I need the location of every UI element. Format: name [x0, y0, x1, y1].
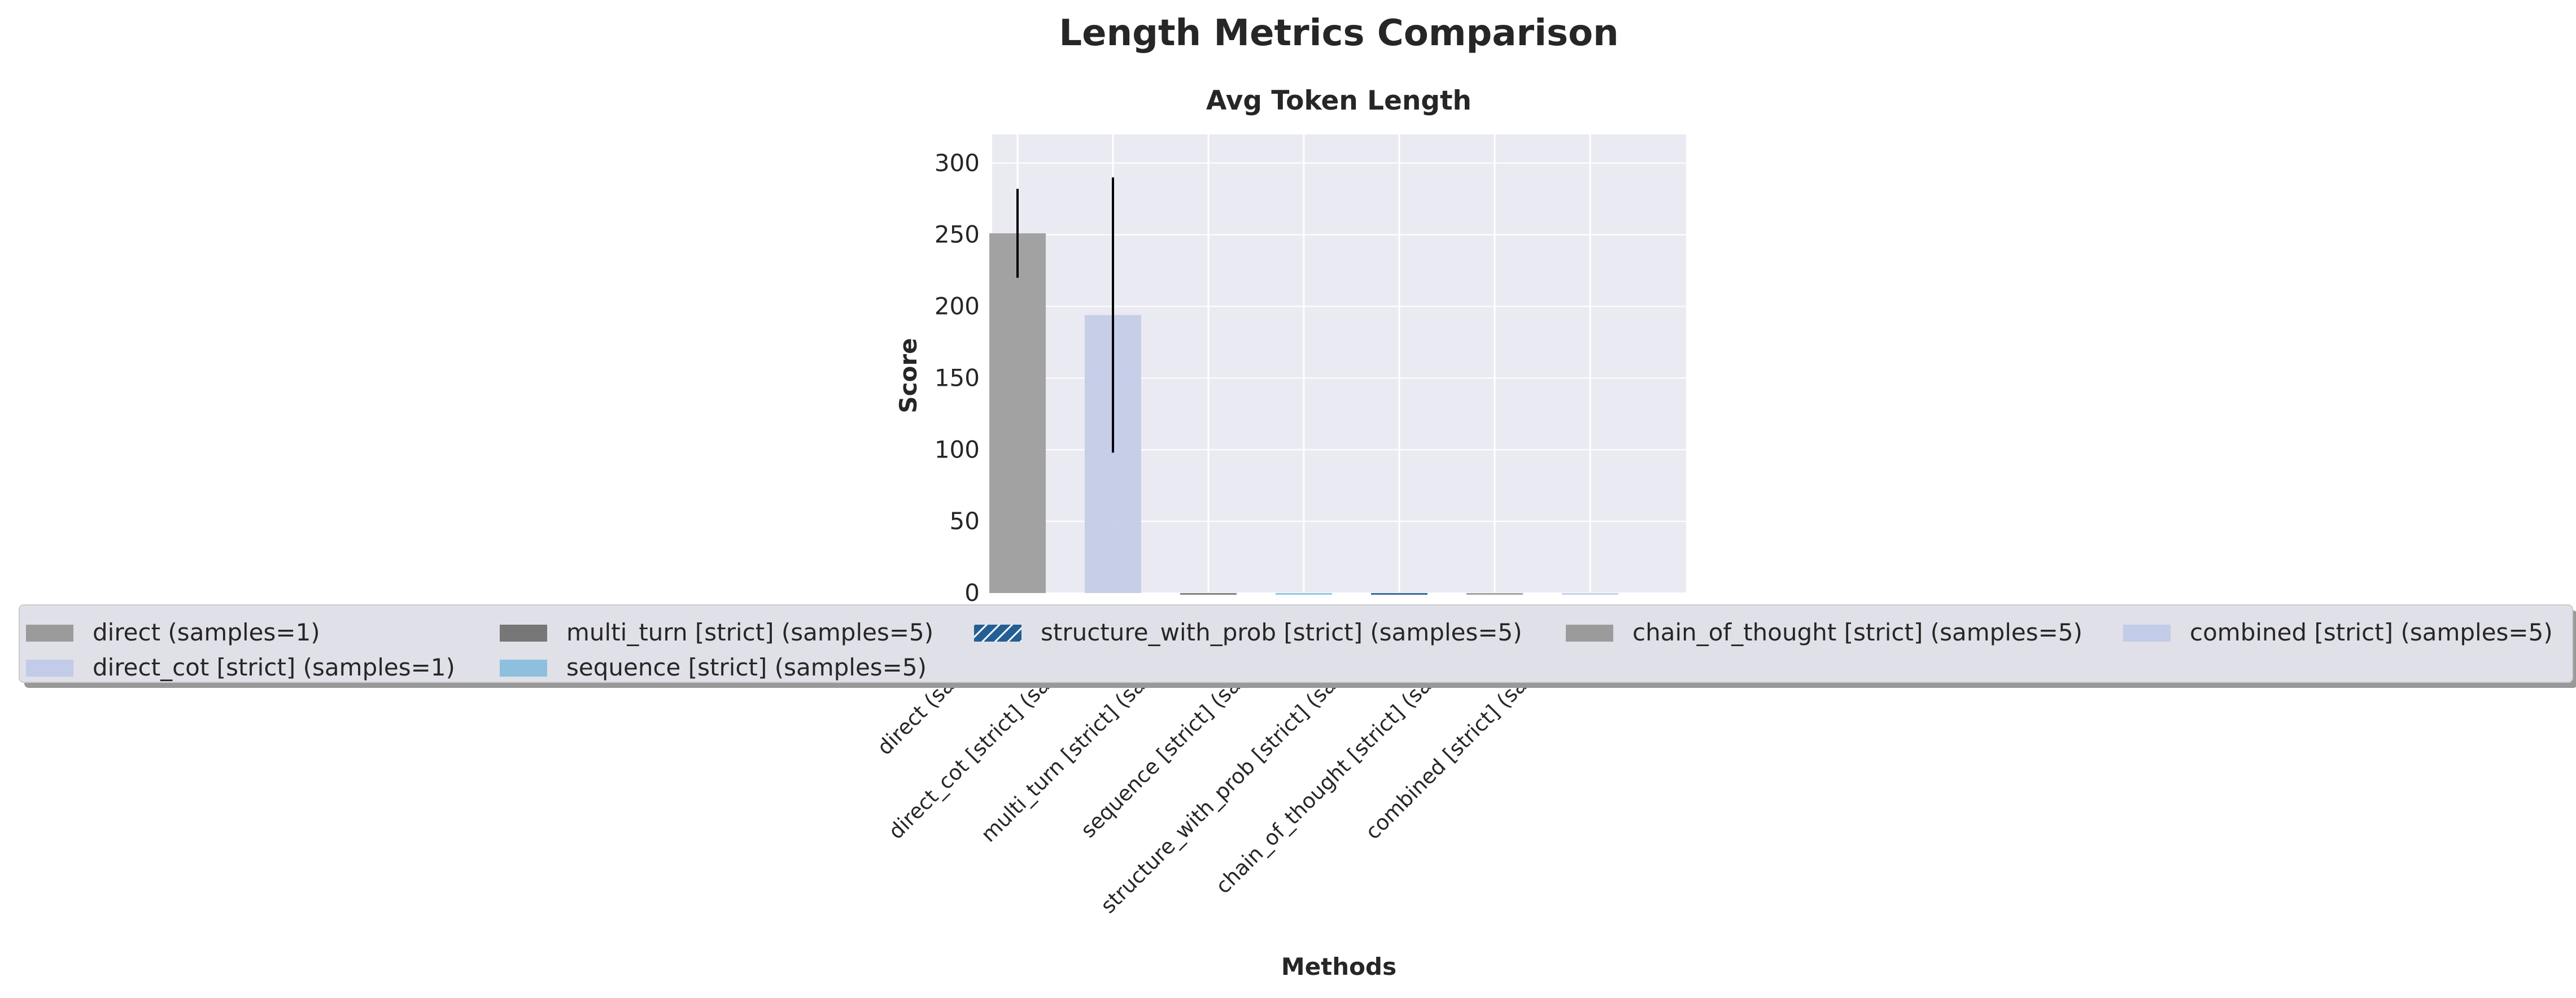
bar: [1371, 593, 1427, 595]
legend-swatch: [500, 625, 547, 642]
legend-frame: [19, 604, 2573, 683]
legend-label: multi_turn [strict] (samples=5): [566, 618, 933, 646]
legend: direct (samples=1) direct_cot [strict] (s…: [19, 604, 2576, 688]
y-tick-label: 250: [935, 221, 980, 249]
bar: [1180, 593, 1237, 595]
y-axis-label: Score: [894, 338, 922, 413]
y-tick-label: 200: [935, 293, 980, 320]
legend-swatch: [974, 625, 1021, 642]
bar: [989, 233, 1046, 593]
legend-label: chain_of_thought [strict] (samples=5): [1632, 618, 2082, 646]
legend-label: direct (samples=1): [93, 618, 320, 646]
y-tick-label: 50: [950, 507, 980, 535]
bar: [1276, 593, 1332, 595]
legend-swatch: [26, 660, 73, 677]
legend-label: structure_with_prob [strict] (samples=5): [1041, 618, 1522, 646]
y-tick-label: 0: [964, 579, 980, 607]
legend-swatch: [1566, 625, 1613, 642]
y-tick-labels: 0 50 100 150 200 250 300: [935, 149, 980, 607]
legend-items: direct (samples=1) direct_cot [strict] (s…: [26, 618, 2553, 681]
legend-swatch: [2123, 625, 2171, 642]
y-tick-label: 150: [935, 364, 980, 391]
x-axis-label: Methods: [1281, 953, 1396, 980]
error-bars: [1016, 177, 1114, 453]
legend-label: sequence [strict] (samples=5): [566, 653, 927, 681]
legend-label: direct_cot [strict] (samples=1): [93, 653, 455, 681]
bar: [1466, 593, 1523, 595]
bar: [1562, 593, 1618, 595]
legend-label: combined [strict] (samples=5): [2190, 618, 2553, 646]
legend-swatch: [500, 660, 547, 677]
y-tick-label: 100: [935, 435, 980, 463]
figure-title: Length Metrics Comparison: [1059, 12, 1618, 54]
chart-title: Avg Token Length: [1206, 85, 1472, 116]
legend-swatch: [26, 625, 73, 642]
y-tick-label: 300: [935, 149, 980, 177]
